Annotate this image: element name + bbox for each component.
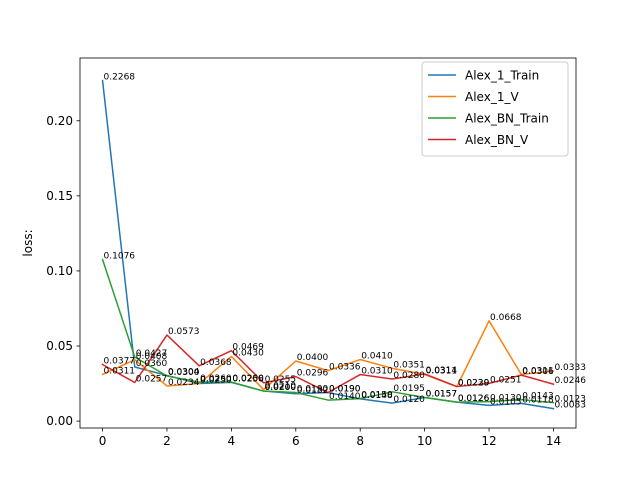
data-label: 0.2268 xyxy=(104,73,136,83)
data-label: 0.0150 xyxy=(361,391,393,401)
data-label: 0.0126 xyxy=(458,394,490,404)
series-line-alex-bn-v xyxy=(101,334,555,394)
y-tick-label: 0.15 xyxy=(46,189,73,203)
y-tick-label: 0.00 xyxy=(46,414,73,428)
data-label: 0.0190 xyxy=(329,385,361,395)
data-label: 0.0083 xyxy=(554,401,586,411)
data-label: 0.0400 xyxy=(297,353,329,363)
data-label: 0.0280 xyxy=(393,371,425,381)
data-label: 0.0377 xyxy=(104,356,136,366)
data-label: 0.1076 xyxy=(104,252,136,262)
data-label: 0.0257 xyxy=(136,375,168,385)
data-label: 0.0430 xyxy=(232,349,264,359)
data-label: 0.0246 xyxy=(554,376,586,386)
data-label: 0.0306 xyxy=(522,367,554,377)
data-label: 0.0351 xyxy=(393,360,425,370)
data-label: 0.0360 xyxy=(136,359,168,369)
data-label: 0.0250 xyxy=(200,376,232,386)
data-label: 0.0260 xyxy=(232,374,264,384)
legend: Alex_1_Train Alex_1_V Alex_BN_Train Alex_BN… xyxy=(421,61,569,157)
legend-entry-label: Alex_1_V xyxy=(465,90,519,104)
data-label: 0.0105 xyxy=(490,397,522,407)
axes-layer: 0 2 4 6 8 10 12 14 0.00 0.05 0.10 0.15 0.20 xyxy=(46,114,561,448)
series-layer xyxy=(101,79,555,410)
data-label: 0.0310 xyxy=(361,367,393,377)
data-label: 0.0410 xyxy=(361,352,393,362)
data-label: 0.0314 xyxy=(426,366,458,376)
data-label: 0.0143 xyxy=(522,392,554,402)
data-label: 0.0311 xyxy=(522,366,554,376)
x-tick-label: 6 xyxy=(292,434,300,448)
data-label: 0.0311 xyxy=(104,366,136,376)
x-tick-label: 8 xyxy=(356,434,364,448)
x-tick-label: 4 xyxy=(228,434,236,448)
data-label: 0.0251 xyxy=(490,375,522,385)
data-label: 0.0190 xyxy=(329,385,361,395)
data-label: 0.0190 xyxy=(297,385,329,395)
data-label: 0.0200 xyxy=(265,383,297,393)
series-line-alex-1-v xyxy=(101,320,555,391)
x-tick-label: 14 xyxy=(546,434,561,448)
data-label: 0.0126 xyxy=(458,394,490,404)
y-tick-label: 0.20 xyxy=(46,114,73,128)
legend-entry-label: Alex_BN_Train xyxy=(465,112,549,126)
data-label: 0.0300 xyxy=(168,368,200,378)
x-tick-label: 0 xyxy=(99,434,107,448)
data-label: 0.0230 xyxy=(458,379,490,389)
legend-entry-label: Alex_1_Train xyxy=(465,69,539,83)
data-label: 0.0120 xyxy=(393,395,425,405)
data-label: 0.0123 xyxy=(554,395,586,405)
data-label: 0.0258 xyxy=(232,374,264,384)
data-label: 0.0427 xyxy=(136,349,168,359)
data-label: 0.0234 xyxy=(168,378,200,388)
x-tick-label: 10 xyxy=(417,434,432,448)
y-tick-label: 0.10 xyxy=(46,264,73,278)
data-label: 0.0333 xyxy=(554,363,586,373)
data-label: 0.0229 xyxy=(458,379,490,389)
x-tick-label: 2 xyxy=(163,434,171,448)
legend-entry-label: Alex_BN_V xyxy=(465,133,529,147)
data-label: 0.0573 xyxy=(168,327,200,337)
data-label: 0.0157 xyxy=(426,390,458,400)
data-label: 0.0118 xyxy=(522,395,554,405)
y-axis-label: loss: xyxy=(21,229,35,256)
data-label: 0.0157 xyxy=(426,390,458,400)
data-label: 0.0260 xyxy=(200,374,232,384)
data-label: 0.0210 xyxy=(265,382,297,392)
data-label: 0.0296 xyxy=(297,369,329,379)
plot-frame xyxy=(79,57,577,429)
data-label: 0.0140 xyxy=(329,392,361,402)
y-tick-label: 0.05 xyxy=(46,339,73,353)
data-label: 0.0311 xyxy=(426,366,458,376)
data-label: 0.0130 xyxy=(490,394,522,404)
data-label: 0.0408 xyxy=(136,352,168,362)
series-line-alex-bn-train xyxy=(101,258,555,404)
data-label: 0.0336 xyxy=(329,363,361,373)
data-label: 0.0148 xyxy=(361,391,393,401)
data-label: 0.0668 xyxy=(490,313,522,323)
data-label: 0.0195 xyxy=(393,384,425,394)
data-label: 0.0250 xyxy=(200,376,232,386)
data-label: 0.0304 xyxy=(168,367,200,377)
data-label: 0.0469 xyxy=(232,343,264,353)
data-label: 0.0182 xyxy=(297,386,329,396)
data-label: 0.0255 xyxy=(265,375,297,385)
x-tick-label: 12 xyxy=(481,434,496,448)
legend-box xyxy=(421,61,569,157)
data-label: 0.0200 xyxy=(265,383,297,393)
data-label: 0.0368 xyxy=(200,358,232,368)
